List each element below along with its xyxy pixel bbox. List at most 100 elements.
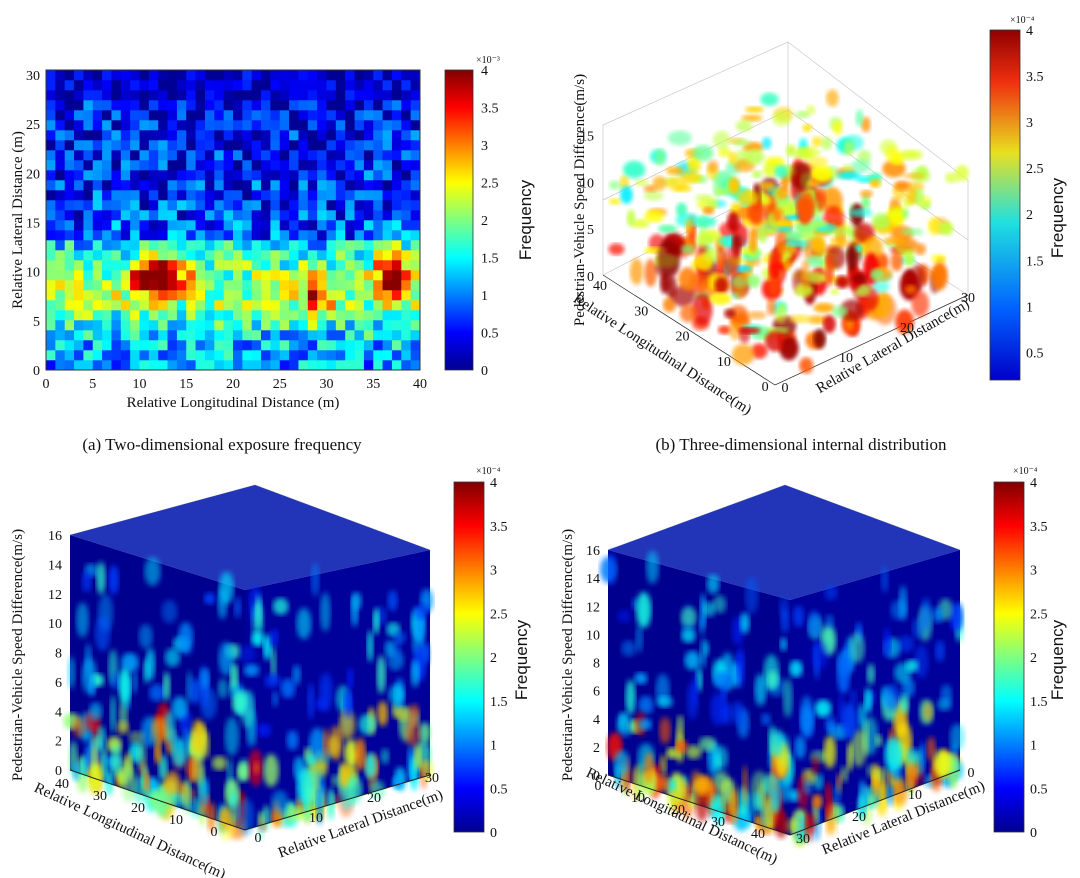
data-point — [643, 190, 664, 201]
heatmap-cell — [139, 190, 150, 201]
heatmap-cell — [242, 270, 252, 281]
heatmap-cell — [401, 90, 411, 101]
heatmap-cell — [317, 200, 327, 211]
heatmap-cell — [223, 330, 234, 341]
heatmap-cell — [261, 110, 271, 121]
heatmap-cell — [326, 250, 337, 261]
heatmap-cell — [298, 170, 309, 181]
heatmap-cell — [55, 210, 65, 221]
heatmap-cell — [102, 350, 112, 361]
heatmap-cell — [102, 80, 112, 91]
volume-cell — [255, 595, 263, 630]
z-tick-label: 2 — [55, 735, 62, 750]
heatmap-cell — [167, 80, 178, 91]
heatmap-cell — [373, 160, 383, 171]
heatmap-cell — [102, 160, 112, 171]
heatmap-cell — [298, 330, 309, 341]
data-point — [832, 305, 848, 318]
volume-cell — [286, 730, 299, 751]
heatmap-cell — [92, 350, 103, 361]
heatmap-cell — [298, 290, 309, 301]
data-point — [667, 130, 692, 146]
heatmap-cell — [55, 330, 65, 341]
heatmap-cell — [289, 170, 299, 181]
heatmap-cell — [148, 360, 159, 371]
heatmap-cell — [204, 160, 215, 171]
heatmap-cell — [74, 140, 84, 151]
heatmap-cell — [233, 80, 243, 91]
heatmap-cell — [382, 100, 393, 111]
heatmap-cell — [307, 330, 318, 341]
data-point — [914, 243, 926, 256]
volume-cell — [311, 562, 320, 597]
heatmap-cell — [335, 350, 346, 361]
heatmap-cell — [373, 340, 383, 351]
heatmap-cell — [92, 220, 103, 231]
heatmap-cell — [120, 210, 131, 221]
heatmap-cell — [373, 320, 383, 331]
volume-cell — [292, 806, 304, 821]
volume-cell — [200, 668, 210, 689]
heatmap-cell — [83, 200, 94, 211]
heatmap-cell — [363, 290, 374, 301]
heatmap-cell — [251, 250, 262, 261]
data-point — [623, 160, 646, 179]
heatmap-cell — [307, 360, 318, 371]
heatmap-cell — [158, 140, 168, 151]
heatmap-cell — [242, 300, 252, 311]
heatmap-cell — [158, 280, 168, 291]
heatmap-cell — [46, 310, 56, 321]
heatmap-cell — [223, 160, 234, 171]
volume-cell — [840, 766, 849, 783]
volume-cell — [264, 673, 281, 688]
heatmap-cell — [326, 280, 337, 291]
heatmap-cell — [242, 350, 252, 361]
volume-cell — [393, 636, 402, 666]
heatmap-cell — [64, 170, 75, 181]
volume-cell — [836, 654, 851, 694]
heatmap-cell — [186, 90, 196, 101]
heatmap-cell — [167, 320, 178, 331]
heatmap-cell — [270, 230, 281, 241]
heatmap-cell — [317, 320, 327, 331]
heatmap-cell — [223, 210, 234, 221]
heatmap-cell — [92, 250, 103, 261]
colorbar-tick-label: 0.5 — [490, 782, 508, 797]
heatmap-cell — [382, 290, 393, 301]
heatmap-cell — [391, 260, 402, 271]
volume-cell — [154, 739, 162, 765]
heatmap-cell — [279, 230, 290, 241]
heatmap-cell — [307, 260, 318, 271]
heatmap-cell — [345, 250, 355, 261]
volume-cell — [271, 690, 279, 708]
heatmap-cell — [186, 110, 196, 121]
heatmap-cell — [83, 180, 94, 191]
heatmap-cell — [401, 360, 411, 371]
data-point — [902, 172, 925, 180]
volume-cell — [770, 728, 785, 757]
heatmap-cell — [223, 170, 234, 181]
heatmap-cell — [195, 170, 206, 181]
heatmap-cell — [270, 120, 281, 131]
heatmap-cell — [307, 340, 318, 351]
volume-cell — [686, 681, 699, 720]
x-tick-label: 0 — [762, 380, 769, 395]
heatmap-cell — [223, 270, 234, 281]
data-point — [825, 253, 834, 287]
heatmap-cell — [270, 70, 281, 81]
heatmap-cell — [46, 180, 56, 191]
heatmap-cell — [345, 160, 355, 171]
volume-cell — [634, 672, 648, 685]
heatmap-cell — [307, 150, 318, 161]
heatmap-cell — [270, 200, 281, 211]
heatmap-cell — [139, 150, 150, 161]
data-point — [608, 198, 622, 205]
data-point — [851, 273, 867, 284]
data-point — [680, 170, 701, 184]
heatmap-cell — [176, 290, 187, 301]
volume-cell — [224, 716, 240, 756]
heatmap-cell — [55, 90, 65, 101]
heatmap-cell — [55, 260, 65, 271]
heatmap-cell — [120, 90, 131, 101]
